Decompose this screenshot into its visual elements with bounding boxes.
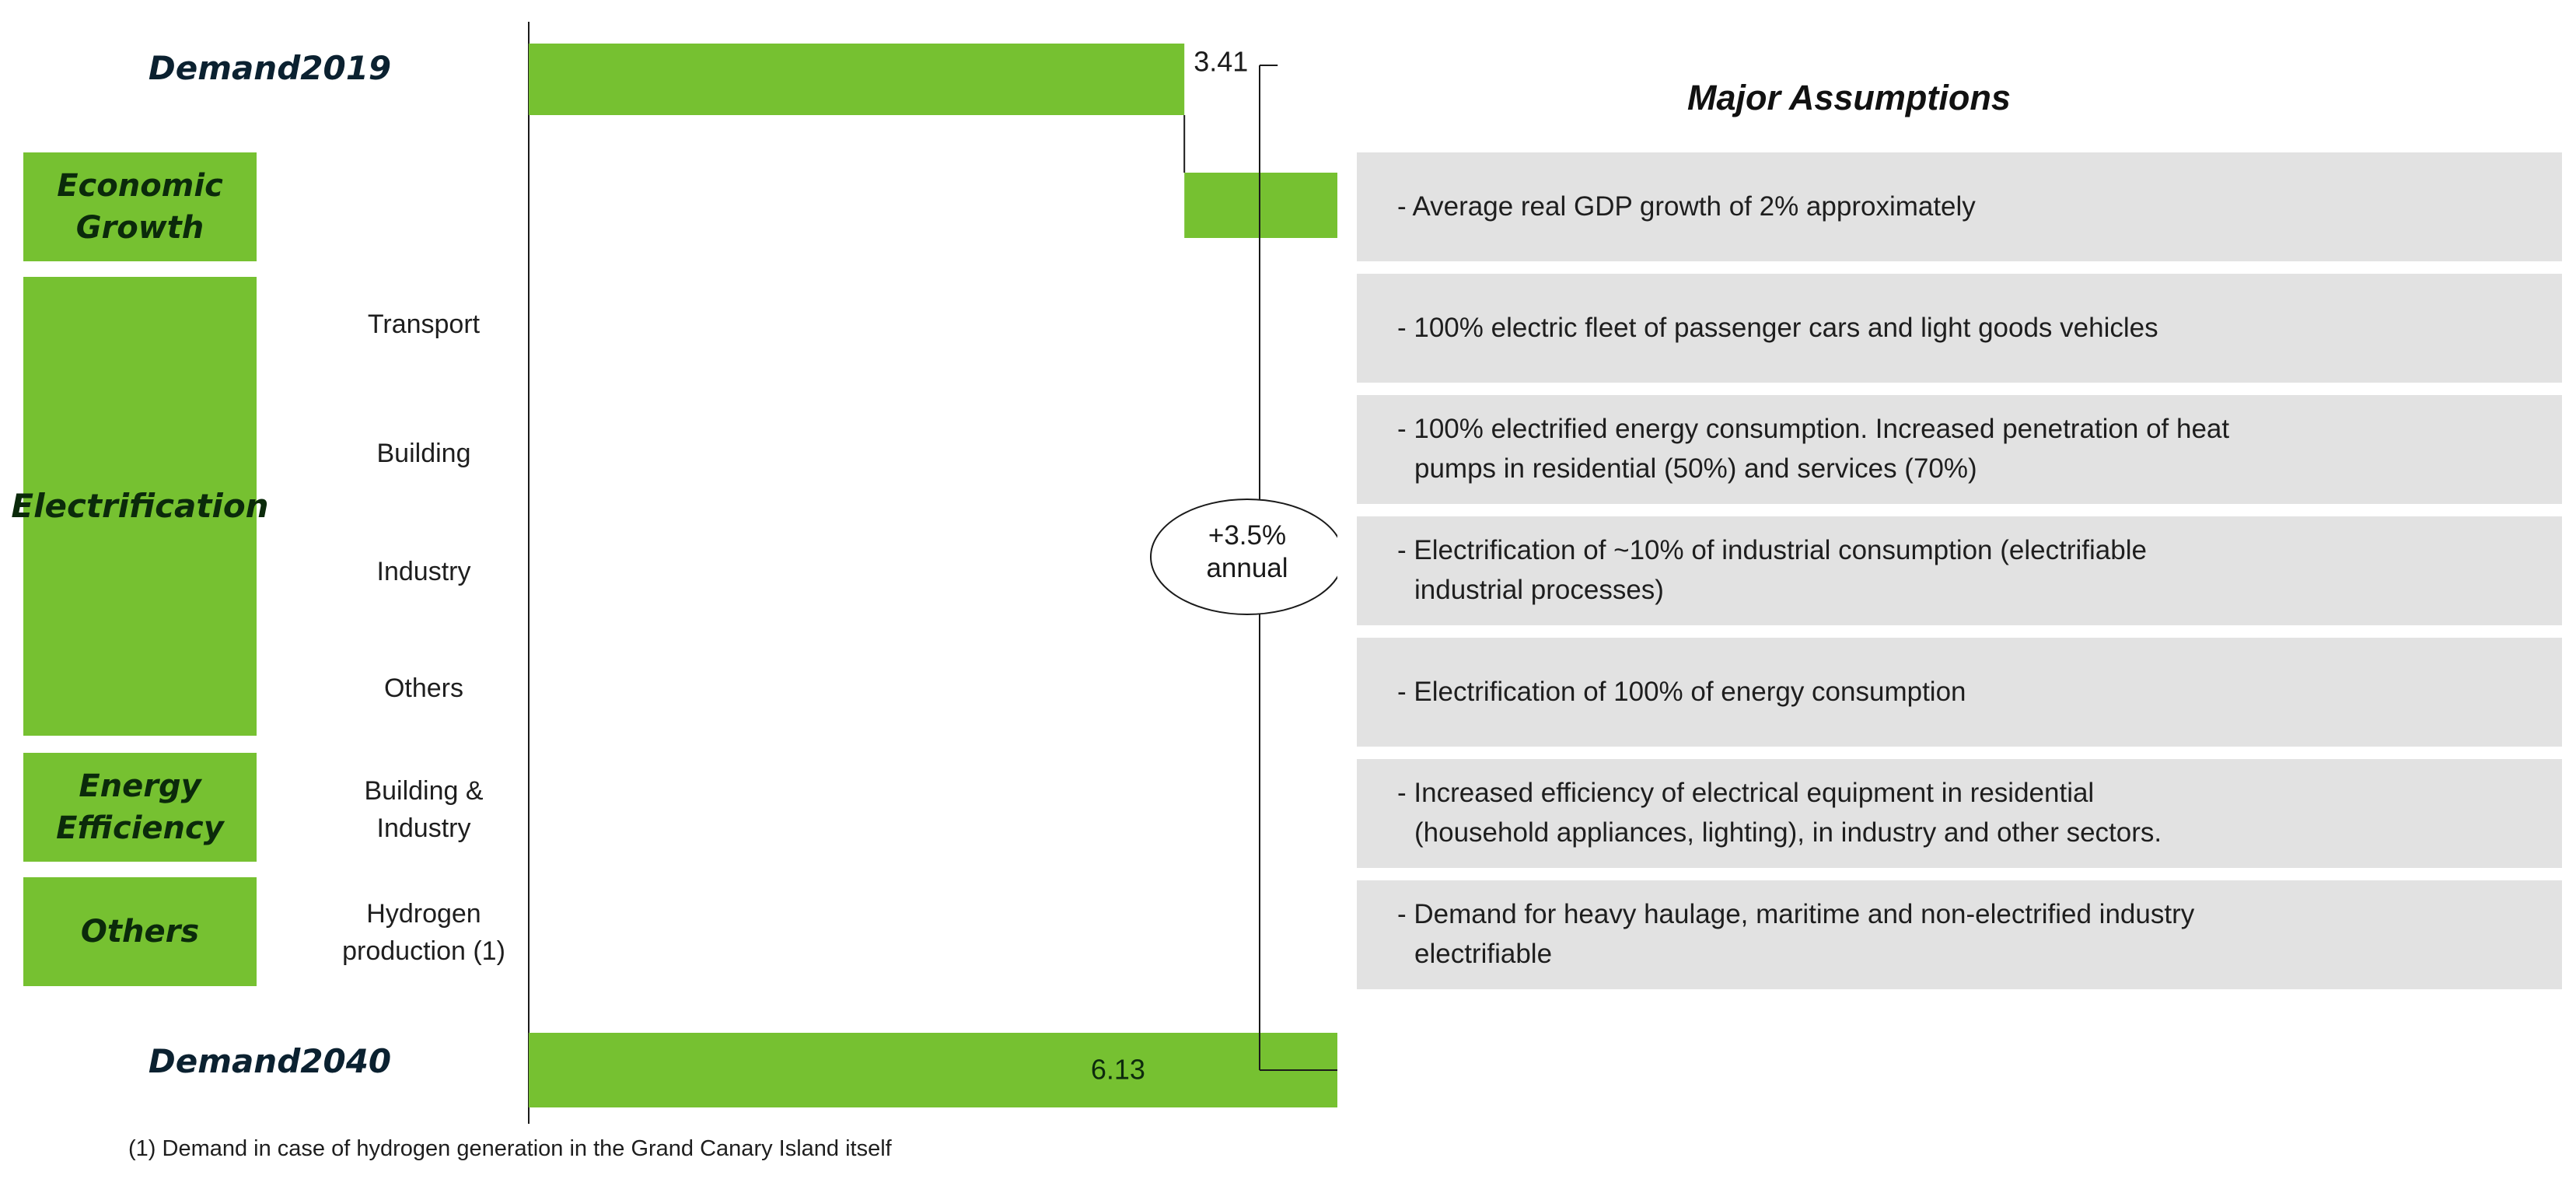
assumption-industry-line1: - Electrification of ~10% of industrial … <box>1397 535 2147 566</box>
assumption-building-line1: - 100% electrified energy consumption. I… <box>1397 414 2230 445</box>
bar-demand-2040-base <box>529 1033 1337 1107</box>
sublabel-hydrogen: Hydrogen production (1) <box>307 896 540 970</box>
assumption-row-building: - 100% electrified energy consumption. I… <box>1357 395 2562 504</box>
category-others: Others <box>23 877 257 986</box>
sublabel-building: Building <box>376 439 471 468</box>
assumption-row-transport: - 100% electric fleet of passenger cars … <box>1357 274 2562 383</box>
assumption-gdp-line1: - Average real GDP growth of 2% approxim… <box>1397 191 1976 222</box>
sublabel-transport: Transport <box>367 310 481 339</box>
bar-step-0 <box>1184 173 1337 238</box>
assumption-hydrogen-line2: electrifiable <box>1414 939 1553 969</box>
growth-annotation-line1: +3.5% <box>1208 520 1287 551</box>
category-energy-efficiency-line1: Energy <box>79 768 201 804</box>
category-electrification: Electrification <box>11 277 269 736</box>
assumption-industry-line2: industrial processes) <box>1414 575 1664 605</box>
assumption-building-line2: pumps in residential (50%) and services … <box>1414 453 1977 484</box>
assumption-row-gdp: - Average real GDP growth of 2% approxim… <box>1357 152 2562 261</box>
bar-label-demand-2019: 3.41 <box>1194 46 1248 78</box>
growth-annotation-ellipse <box>1150 499 1337 615</box>
bar-demand-2019 <box>529 44 1185 115</box>
category-economic-growth-line2: Growth <box>75 210 204 246</box>
category-electrification-line1: Electrification <box>11 486 269 525</box>
demand-2019-label-line2: 2019 <box>300 48 392 87</box>
demand-2019-box: Demand2019 <box>149 14 391 123</box>
sublabel-hydrogen-line2: production (1) <box>342 936 505 966</box>
assumption-hydrogen-line1: - Demand for heavy haulage, maritime and… <box>1397 899 2195 930</box>
assumption-transport-line1: - 100% electric fleet of passenger cars … <box>1397 312 2158 343</box>
sublabel-building-industry: Building & Industry <box>307 773 540 847</box>
sublabel-industry: Industry <box>376 557 471 586</box>
category-economic-growth-line1: Economic <box>57 168 223 204</box>
category-energy-efficiency-line2: Efficiency <box>56 810 224 846</box>
sublabel-others: Others <box>383 673 464 703</box>
waterfall-plot: 3.411.192.34-0.580.040.19-0.460.966.130.… <box>528 22 1337 1124</box>
waterfall-chart: Demand2019 Economic Growth Electrificatio… <box>11 14 1337 1161</box>
demand-2019-label-line1: Demand <box>148 48 301 87</box>
demand-2040-label-line2: 2040 <box>300 1041 392 1080</box>
category-economic-growth: Economic Growth <box>23 152 257 261</box>
assumption-row-hydrogen: - Demand for heavy haulage, maritime and… <box>1357 880 2562 989</box>
assumption-efficiency-line2: (household appliances, lighting), in ind… <box>1414 817 2162 848</box>
growth-annotation-line2: annual <box>1206 553 1288 583</box>
assumptions-title: Major Assumptions <box>1687 78 2011 117</box>
assumption-others-line1: - Electrification of 100% of energy cons… <box>1397 676 1966 707</box>
bar-label-demand-2040-base: 6.13 <box>1091 1054 1145 1086</box>
demand-2040-box: Demand2040 <box>149 1003 391 1120</box>
assumption-row-industry: - Electrification of ~10% of industrial … <box>1357 516 2562 625</box>
assumption-row-others: - Electrification of 100% of energy cons… <box>1357 638 2562 747</box>
growth-annotation: +3.5% annual <box>1151 520 1344 585</box>
footnote: (1) Demand in case of hydrogen generatio… <box>128 1136 892 1161</box>
sublabel-building-industry-line1: Building & <box>364 776 484 806</box>
assumption-efficiency-line1: - Increased efficiency of electrical equ… <box>1397 778 2095 809</box>
sublabel-building-industry-line2: Industry <box>376 813 471 843</box>
assumption-row-efficiency: - Increased efficiency of electrical equ… <box>1357 759 2562 868</box>
demand-2040-label-line1: Demand <box>148 1041 301 1080</box>
category-others-line1: Others <box>80 914 200 950</box>
sublabel-hydrogen-line1: Hydrogen <box>366 899 481 929</box>
category-energy-efficiency: Energy Efficiency <box>23 753 257 862</box>
